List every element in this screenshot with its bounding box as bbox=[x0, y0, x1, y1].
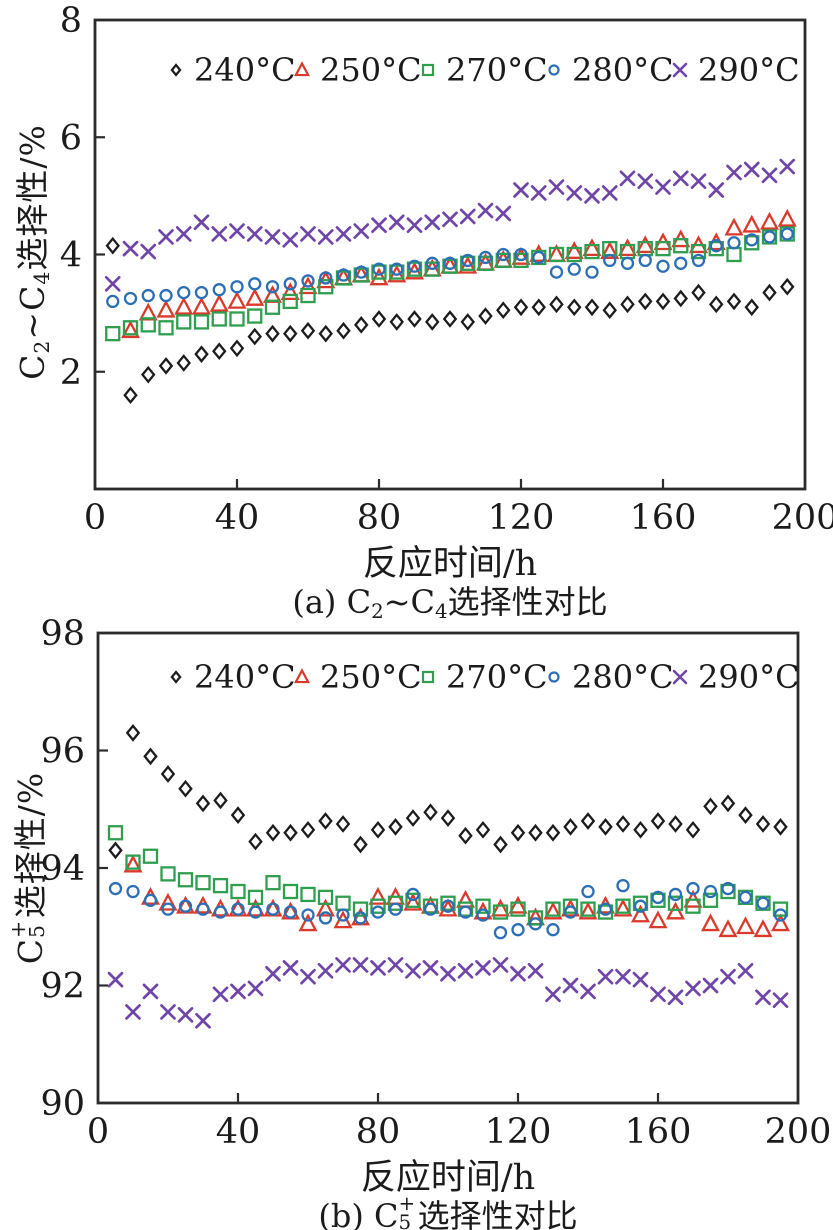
svg-text:98: 98 bbox=[40, 614, 85, 654]
chart-a-section: 0 40 80 120 160 200 2 4 6 8 240°C 250°C 270°C 280°C 29… bbox=[0, 0, 833, 623]
svg-text:0: 0 bbox=[84, 498, 106, 538]
svg-text:290°C: 290°C bbox=[698, 658, 800, 696]
svg-text:6: 6 bbox=[60, 118, 82, 158]
svg-text:90: 90 bbox=[40, 1084, 85, 1124]
chart-b-x-axis-label: 反应时间/h bbox=[360, 1158, 536, 1198]
svg-text:250°C: 250°C bbox=[320, 658, 422, 696]
svg-text:250°C: 250°C bbox=[320, 51, 422, 89]
chart-b-canvas: 0 40 80 120 160 200 90 92 94 96 98 240°C 250°C 270°C 2… bbox=[40, 614, 832, 1152]
svg-text:160: 160 bbox=[630, 498, 697, 538]
svg-text:200: 200 bbox=[772, 498, 833, 538]
svg-text:120: 120 bbox=[488, 498, 555, 538]
svg-text:94: 94 bbox=[40, 849, 85, 889]
chart-a-caption: (a) C2~C4选择性对比 bbox=[292, 583, 608, 623]
svg-text:270°C: 270°C bbox=[446, 51, 548, 89]
svg-text:80: 80 bbox=[356, 1112, 401, 1152]
svg-text:240°C: 240°C bbox=[194, 51, 296, 89]
chart-a-y-axis-label: C2~C4选择性/% bbox=[12, 124, 55, 380]
chart-a-canvas: 0 40 80 120 160 200 2 4 6 8 240°C 250°C 270°C 280°C 29… bbox=[60, 1, 833, 538]
svg-text:4: 4 bbox=[60, 236, 82, 276]
chart-b-y-axis-label: C +5 选择性/% bbox=[5, 771, 50, 965]
svg-text:290°C: 290°C bbox=[698, 51, 800, 89]
svg-text:96: 96 bbox=[40, 732, 85, 772]
svg-text:200: 200 bbox=[765, 1112, 832, 1152]
svg-text:160: 160 bbox=[625, 1112, 692, 1152]
svg-text:280°C: 280°C bbox=[572, 51, 674, 89]
chart-a-x-axis-label: 反应时间/h bbox=[362, 544, 538, 584]
svg-text:40: 40 bbox=[216, 1112, 261, 1152]
svg-text:80: 80 bbox=[357, 498, 402, 538]
svg-text:240°C: 240°C bbox=[194, 658, 296, 696]
svg-text:8: 8 bbox=[60, 1, 82, 41]
svg-text:40: 40 bbox=[215, 498, 260, 538]
svg-text:92: 92 bbox=[40, 967, 85, 1007]
chart-b-section: 0 40 80 120 160 200 90 92 94 96 98 240°C 250°C 270°C 2… bbox=[0, 610, 833, 1230]
svg-text:120: 120 bbox=[485, 1112, 552, 1152]
chart-b-caption: (b) C +5 选择性对比 bbox=[318, 1191, 578, 1230]
svg-text:0: 0 bbox=[87, 1112, 109, 1152]
svg-text:2: 2 bbox=[60, 353, 82, 393]
svg-text:280°C: 280°C bbox=[572, 658, 674, 696]
svg-text:270°C: 270°C bbox=[446, 658, 548, 696]
